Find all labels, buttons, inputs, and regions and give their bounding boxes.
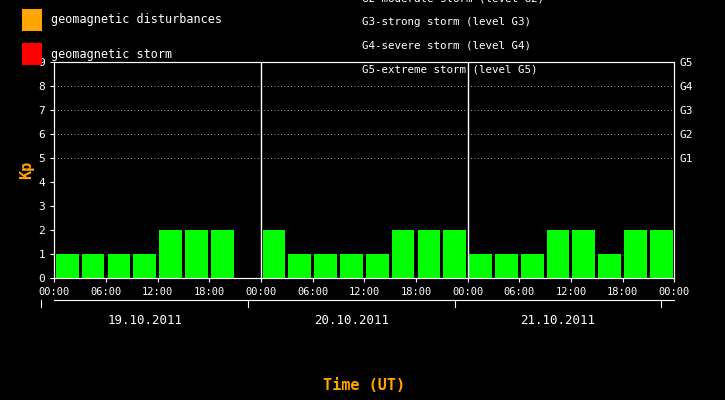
- Bar: [289, 254, 311, 278]
- Bar: [598, 254, 621, 278]
- Bar: [418, 230, 440, 278]
- Bar: [521, 254, 544, 278]
- Bar: [573, 230, 595, 278]
- Bar: [392, 230, 415, 278]
- Bar: [185, 230, 208, 278]
- Bar: [160, 230, 182, 278]
- Bar: [133, 254, 156, 278]
- Bar: [314, 254, 337, 278]
- Text: 21.10.2011: 21.10.2011: [521, 314, 595, 327]
- Text: Time (UT): Time (UT): [323, 378, 405, 393]
- Bar: [444, 230, 466, 278]
- Bar: [211, 230, 233, 278]
- Bar: [547, 230, 569, 278]
- Bar: [340, 254, 362, 278]
- Text: G3-strong storm (level G3): G3-strong storm (level G3): [362, 17, 531, 27]
- Text: geomagnetic disturbances: geomagnetic disturbances: [51, 14, 222, 26]
- Y-axis label: Kp: Kp: [20, 161, 34, 179]
- Bar: [107, 254, 130, 278]
- Bar: [469, 254, 492, 278]
- Text: G5-extreme storm (level G5): G5-extreme storm (level G5): [362, 65, 538, 75]
- Text: 20.10.2011: 20.10.2011: [314, 314, 389, 327]
- Text: G2-moderate storm (level G2): G2-moderate storm (level G2): [362, 0, 544, 3]
- Bar: [624, 230, 647, 278]
- Bar: [56, 254, 78, 278]
- Text: G4-severe storm (level G4): G4-severe storm (level G4): [362, 41, 531, 51]
- Bar: [262, 230, 285, 278]
- Bar: [366, 254, 389, 278]
- Text: geomagnetic storm: geomagnetic storm: [51, 48, 172, 60]
- Bar: [82, 254, 104, 278]
- Bar: [650, 230, 673, 278]
- Text: 19.10.2011: 19.10.2011: [107, 314, 182, 327]
- Bar: [495, 254, 518, 278]
